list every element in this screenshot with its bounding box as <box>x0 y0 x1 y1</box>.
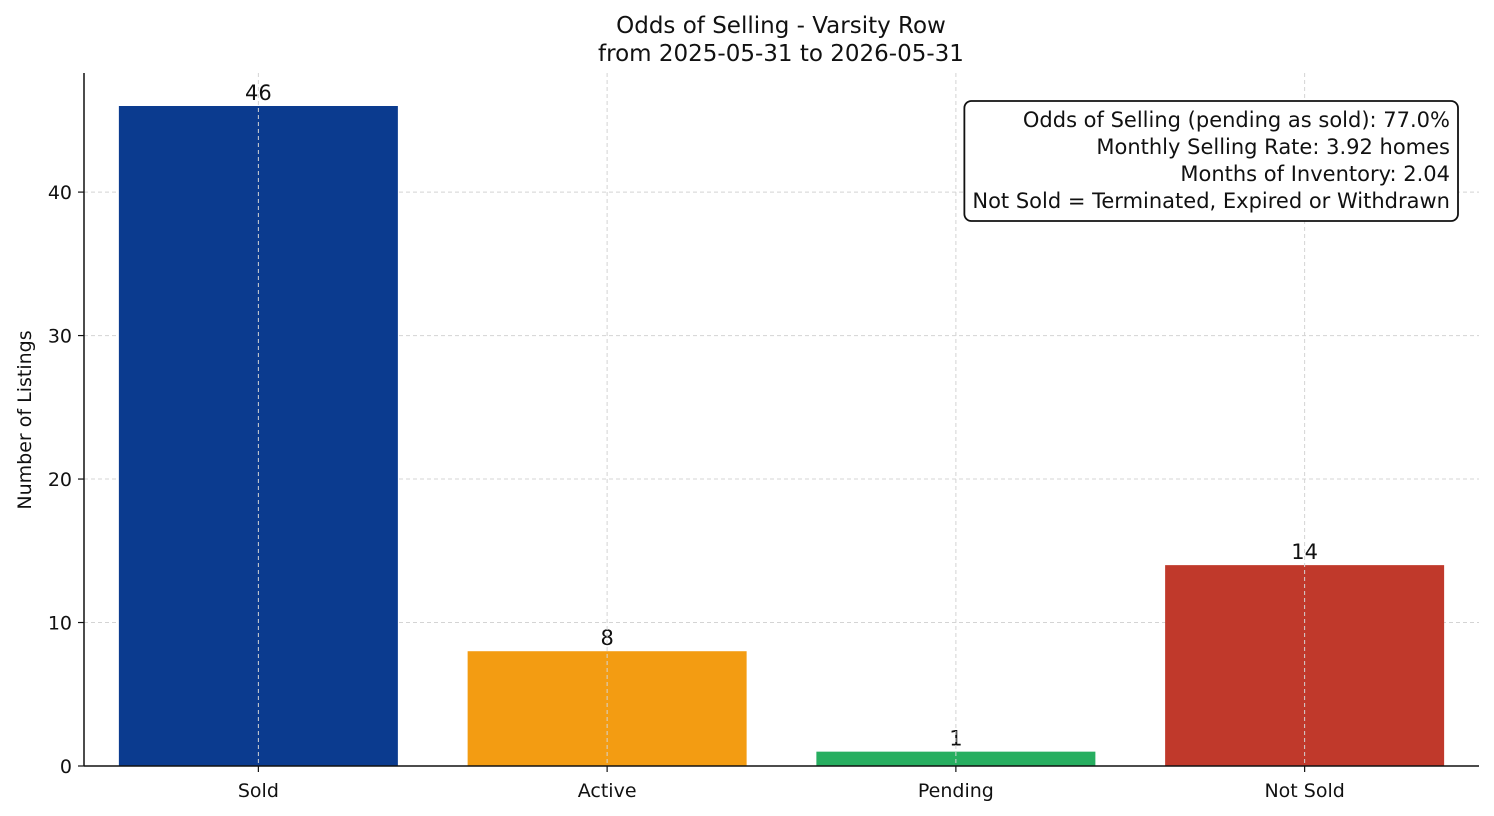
annotation-line: Monthly Selling Rate: 3.92 homes <box>1096 135 1450 159</box>
x-tick-label: Not Sold <box>1264 780 1344 802</box>
annotation-box: Odds of Selling (pending as sold): 77.0%… <box>963 100 1459 222</box>
y-axis-label: Number of Listings <box>14 330 36 509</box>
ticks-group: 0 10 20 30 40 Sold Active Pending Not Sold <box>48 182 1345 802</box>
bar-sold <box>118 106 398 766</box>
annotation-frame <box>963 100 1459 222</box>
y-tick-label: 10 <box>48 613 72 635</box>
x-tick-label: Active <box>578 780 637 802</box>
axes-group <box>83 73 1479 767</box>
x-tick-label: Pending <box>918 780 994 802</box>
y-tick-label: 0 <box>60 756 72 778</box>
bar-pending <box>816 751 1096 766</box>
y-tick-label: 20 <box>48 469 72 491</box>
x-tick-label: Sold <box>238 780 279 802</box>
bar-value-label: 8 <box>600 626 613 650</box>
annotation-line: Not Sold = Terminated, Expired or Withdr… <box>972 189 1450 213</box>
y-tick-label: 30 <box>48 326 72 348</box>
bar-not-sold <box>1165 565 1445 766</box>
chart-subtitle: from 2025-05-31 to 2026-05-31 <box>598 41 964 67</box>
annotation-line: Months of Inventory: 2.04 <box>1180 162 1450 186</box>
y-tick-label: 40 <box>48 182 72 204</box>
annotation-line: Odds of Selling (pending as sold): 77.0% <box>1023 108 1450 132</box>
chart-title: Odds of Selling - Varsity Row <box>616 13 946 39</box>
